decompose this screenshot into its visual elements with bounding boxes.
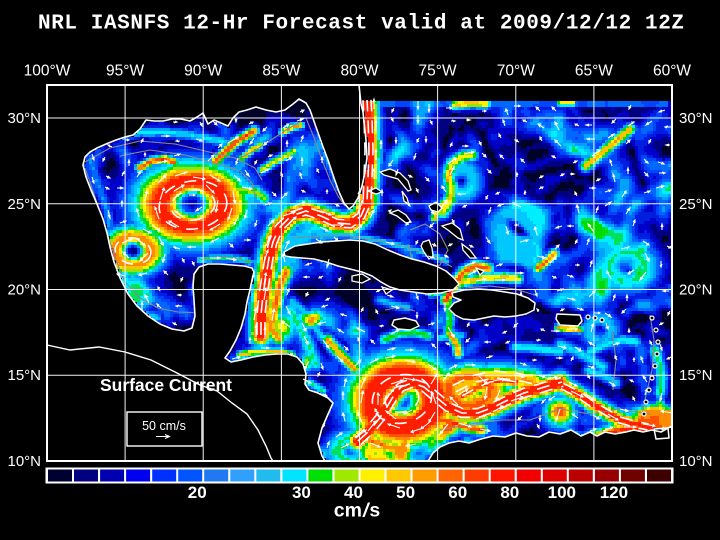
svg-text:20°N: 20°N [7, 282, 41, 299]
svg-text:30°N: 30°N [7, 110, 41, 127]
svg-text:10°N: 10°N [679, 453, 713, 470]
svg-text:90°W: 90°W [184, 63, 222, 80]
svg-text:80: 80 [500, 483, 519, 502]
svg-text:15°N: 15°N [7, 367, 41, 384]
svg-text:30: 30 [292, 483, 311, 502]
svg-text:100: 100 [548, 483, 576, 502]
svg-text:95°W: 95°W [106, 63, 144, 80]
svg-text:30°N: 30°N [679, 110, 713, 127]
svg-text:20: 20 [188, 483, 207, 502]
svg-text:40: 40 [344, 483, 363, 502]
svg-text:80°W: 80°W [340, 63, 378, 80]
svg-text:NRL IASNFS 12-Hr Forecast val: NRL IASNFS 12-Hr Forecast valid at 2009/… [38, 13, 684, 36]
svg-text:60: 60 [448, 483, 467, 502]
svg-text:50 cm/s: 50 cm/s [142, 419, 186, 433]
svg-text:85°W: 85°W [262, 63, 300, 80]
svg-text:Surface Current: Surface Current [100, 375, 232, 395]
svg-text:25°N: 25°N [7, 196, 41, 213]
svg-text:75°W: 75°W [419, 63, 457, 80]
svg-text:60°W: 60°W [653, 63, 691, 80]
svg-text:10°N: 10°N [7, 453, 41, 470]
svg-text:20°N: 20°N [679, 282, 713, 299]
svg-text:100°W: 100°W [24, 63, 71, 80]
svg-text:70°W: 70°W [497, 63, 535, 80]
svg-text:25°N: 25°N [679, 196, 713, 213]
svg-text:cm/s: cm/s [334, 500, 381, 522]
svg-text:65°W: 65°W [575, 63, 613, 80]
svg-text:120: 120 [600, 483, 628, 502]
svg-text:50: 50 [396, 483, 415, 502]
svg-text:15°N: 15°N [679, 367, 713, 384]
